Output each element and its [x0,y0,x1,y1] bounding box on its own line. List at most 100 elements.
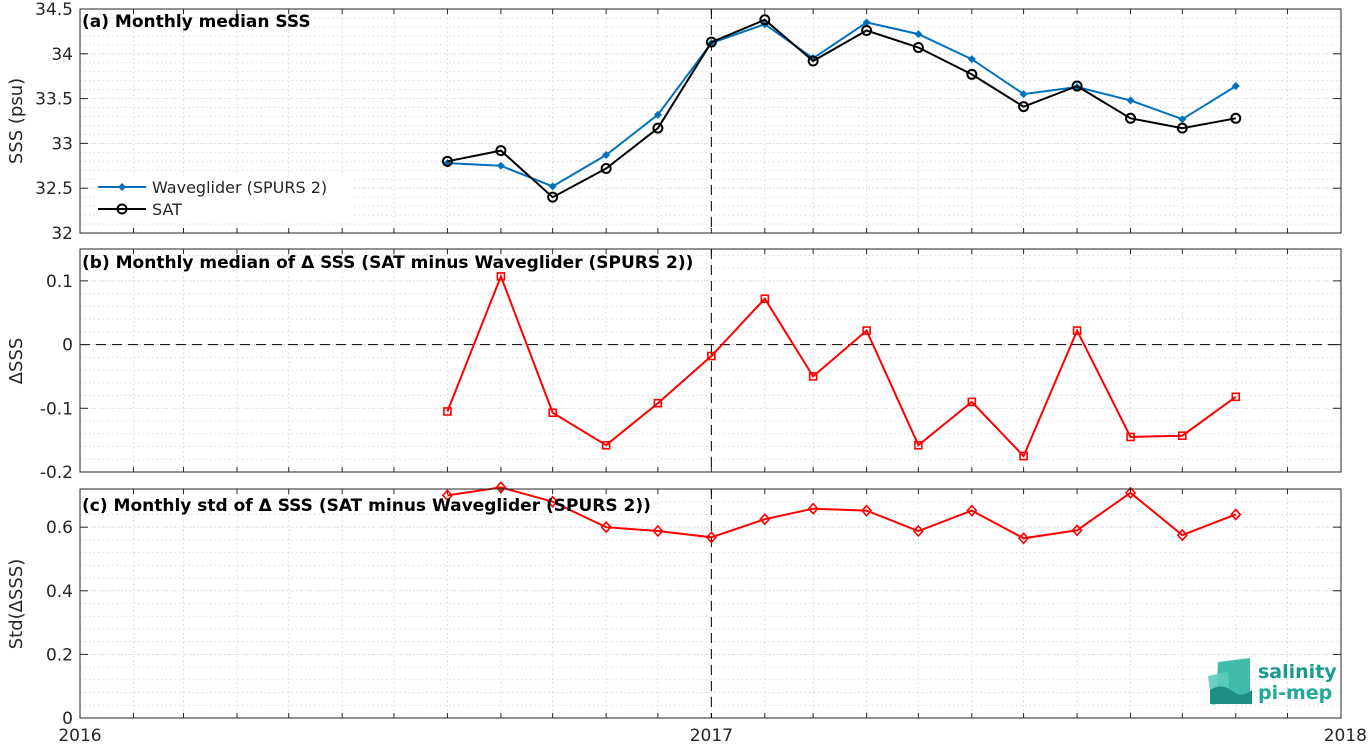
data-point [496,272,506,281]
x-axis: 2016 2017 2018 [58,726,1367,745]
data-point [967,397,977,407]
salinity-pimep-logo: salinity pi-mep [1208,658,1337,705]
ytick-label: -0.2 [40,463,73,483]
data-point [914,440,923,450]
logo-text-salinity: salinity [1258,661,1337,683]
series-b [80,249,1341,472]
ytick-label: 0.4 [46,582,73,602]
panel-b-ylabel: ΔSSS [6,338,27,385]
data-point [861,504,873,517]
series-line [446,273,1237,458]
data-point [601,440,611,450]
data-point [760,294,770,303]
series-line [447,18,1236,199]
data-point [861,25,873,37]
data-point [1071,524,1083,537]
data-point [1125,112,1137,124]
data-point [1019,90,1028,99]
ytick-label: -0.1 [40,399,73,419]
yticks-b: -0.2 -0.1 0 0.1 [40,272,1341,483]
data-point [547,495,559,508]
data-point [807,55,819,67]
legend-waveglider-label: Waveglider (SPURS 2) [152,178,327,197]
panel-b: -0.2 -0.1 0 0.1 (b) Monthly median of Δ SSS… [6,248,1342,483]
data-point [707,351,716,361]
data-point [807,502,819,515]
ytick-label: 32.5 [35,179,73,199]
ytick-label: 33 [51,134,73,154]
data-point [602,151,611,160]
data-point [441,155,453,167]
data-point [1124,486,1137,500]
data-point [966,504,978,517]
data-point [862,326,871,335]
ytick-label: 34 [51,45,73,65]
data-point [1126,432,1135,442]
ytick-label: 34.5 [35,0,73,20]
data-point [705,531,717,544]
ytick-label: 0 [62,709,73,729]
ytick-label: 0 [62,336,73,356]
data-point [1177,431,1187,440]
data-point [759,14,771,26]
panel-c: 0 0.2 0.4 0.6 (c) Monthly std of Δ SSS (SAT… [6,481,1367,745]
data-point [600,520,612,534]
data-point [1072,326,1082,335]
data-point [862,18,871,27]
legend-waveglider-marker [118,183,126,191]
series-line [447,21,1237,188]
data-point [1231,82,1240,91]
data-point [443,407,452,416]
xtick-label: 2016 [58,726,101,745]
data-point [1018,101,1030,113]
data-point [1018,532,1030,545]
yticks-a: 32 32.5 33 33.5 34 34.5 [35,0,1341,244]
data-point [495,145,507,157]
ytick-label: 0.2 [46,645,73,665]
panel-a: 32 32.5 33 33.5 34 34.5 (a) Monthly median SS… [6,0,1342,244]
data-point [912,524,924,538]
series-line [447,486,1237,540]
legend-sat-label: SAT [152,200,182,219]
data-point [1176,528,1188,542]
ytick-label: 33.5 [35,90,73,110]
data-point [1230,508,1242,521]
data-point [808,372,818,381]
xtick-label: 2018 [1324,726,1367,745]
panel-c-title: (c) Monthly std of Δ SSS (SAT minus Wave… [82,496,651,516]
data-point [496,161,505,170]
legend-sat-marker [116,203,128,215]
data-point [548,408,557,418]
data-point [1071,80,1083,92]
data-point [966,68,978,80]
panel-b-title: (b) Monthly median of Δ SSS (SAT minus W… [82,253,693,273]
series-a [441,9,1242,233]
data-point [1126,96,1135,105]
panel-c-ylabel: Std(ΔSSS) [6,559,27,650]
data-point [441,489,454,502]
data-point [1176,122,1188,134]
legend: Waveglider (SPURS 2) SAT [95,176,353,222]
ytick-label: 32 [51,224,73,244]
data-point [967,55,976,64]
panel-a-ylabel: SSS (psu) [6,78,27,164]
data-point [495,481,507,494]
yticks-c: 0 0.2 0.4 0.6 [46,518,1341,729]
data-point [1019,451,1028,461]
data-point [600,162,612,174]
data-point [652,524,664,538]
data-point [652,122,664,134]
data-point [653,398,663,408]
data-point [1178,115,1187,124]
data-point [1230,112,1242,124]
data-point [705,36,717,48]
data-point [1231,392,1241,402]
ytick-label: 0.1 [46,272,73,292]
data-point [548,182,557,191]
ytick-label: 0.6 [46,518,73,538]
data-point [759,513,771,526]
data-point [912,42,924,54]
data-point [653,110,662,119]
panel-a-title: (a) Monthly median SSS [82,12,311,32]
